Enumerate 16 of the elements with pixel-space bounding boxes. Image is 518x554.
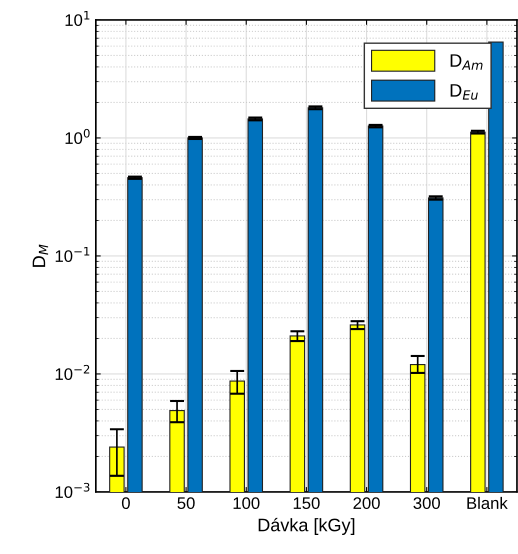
- x-tick-label: 300: [413, 497, 440, 510]
- legend-label: D$_{Am}$: [450, 54, 483, 70]
- y-tick-label: 10$^{1}$: [66, 10, 90, 26]
- x-tick-label: 50: [177, 497, 195, 510]
- y-tick-label: 10$^{0}$: [66, 128, 90, 144]
- x-tick-label: Blank: [467, 496, 508, 510]
- y-tick-label: 10$^{−3}$: [56, 482, 90, 498]
- y-tick-label: 10$^{−2}$: [56, 364, 90, 380]
- legend-label: D$_{Eu}$: [450, 84, 478, 100]
- x-axis-title: Dávka [kGy]: [258, 518, 354, 535]
- y-axis-title: D$_{M}$: [32, 244, 48, 267]
- y-tick-label: 10$^{−1}$: [56, 246, 90, 262]
- x-tick-label: 150: [294, 497, 320, 510]
- x-tick-label: 0: [122, 497, 130, 510]
- x-tick-label: 200: [353, 497, 380, 510]
- x-tick-label: 100: [234, 497, 260, 510]
